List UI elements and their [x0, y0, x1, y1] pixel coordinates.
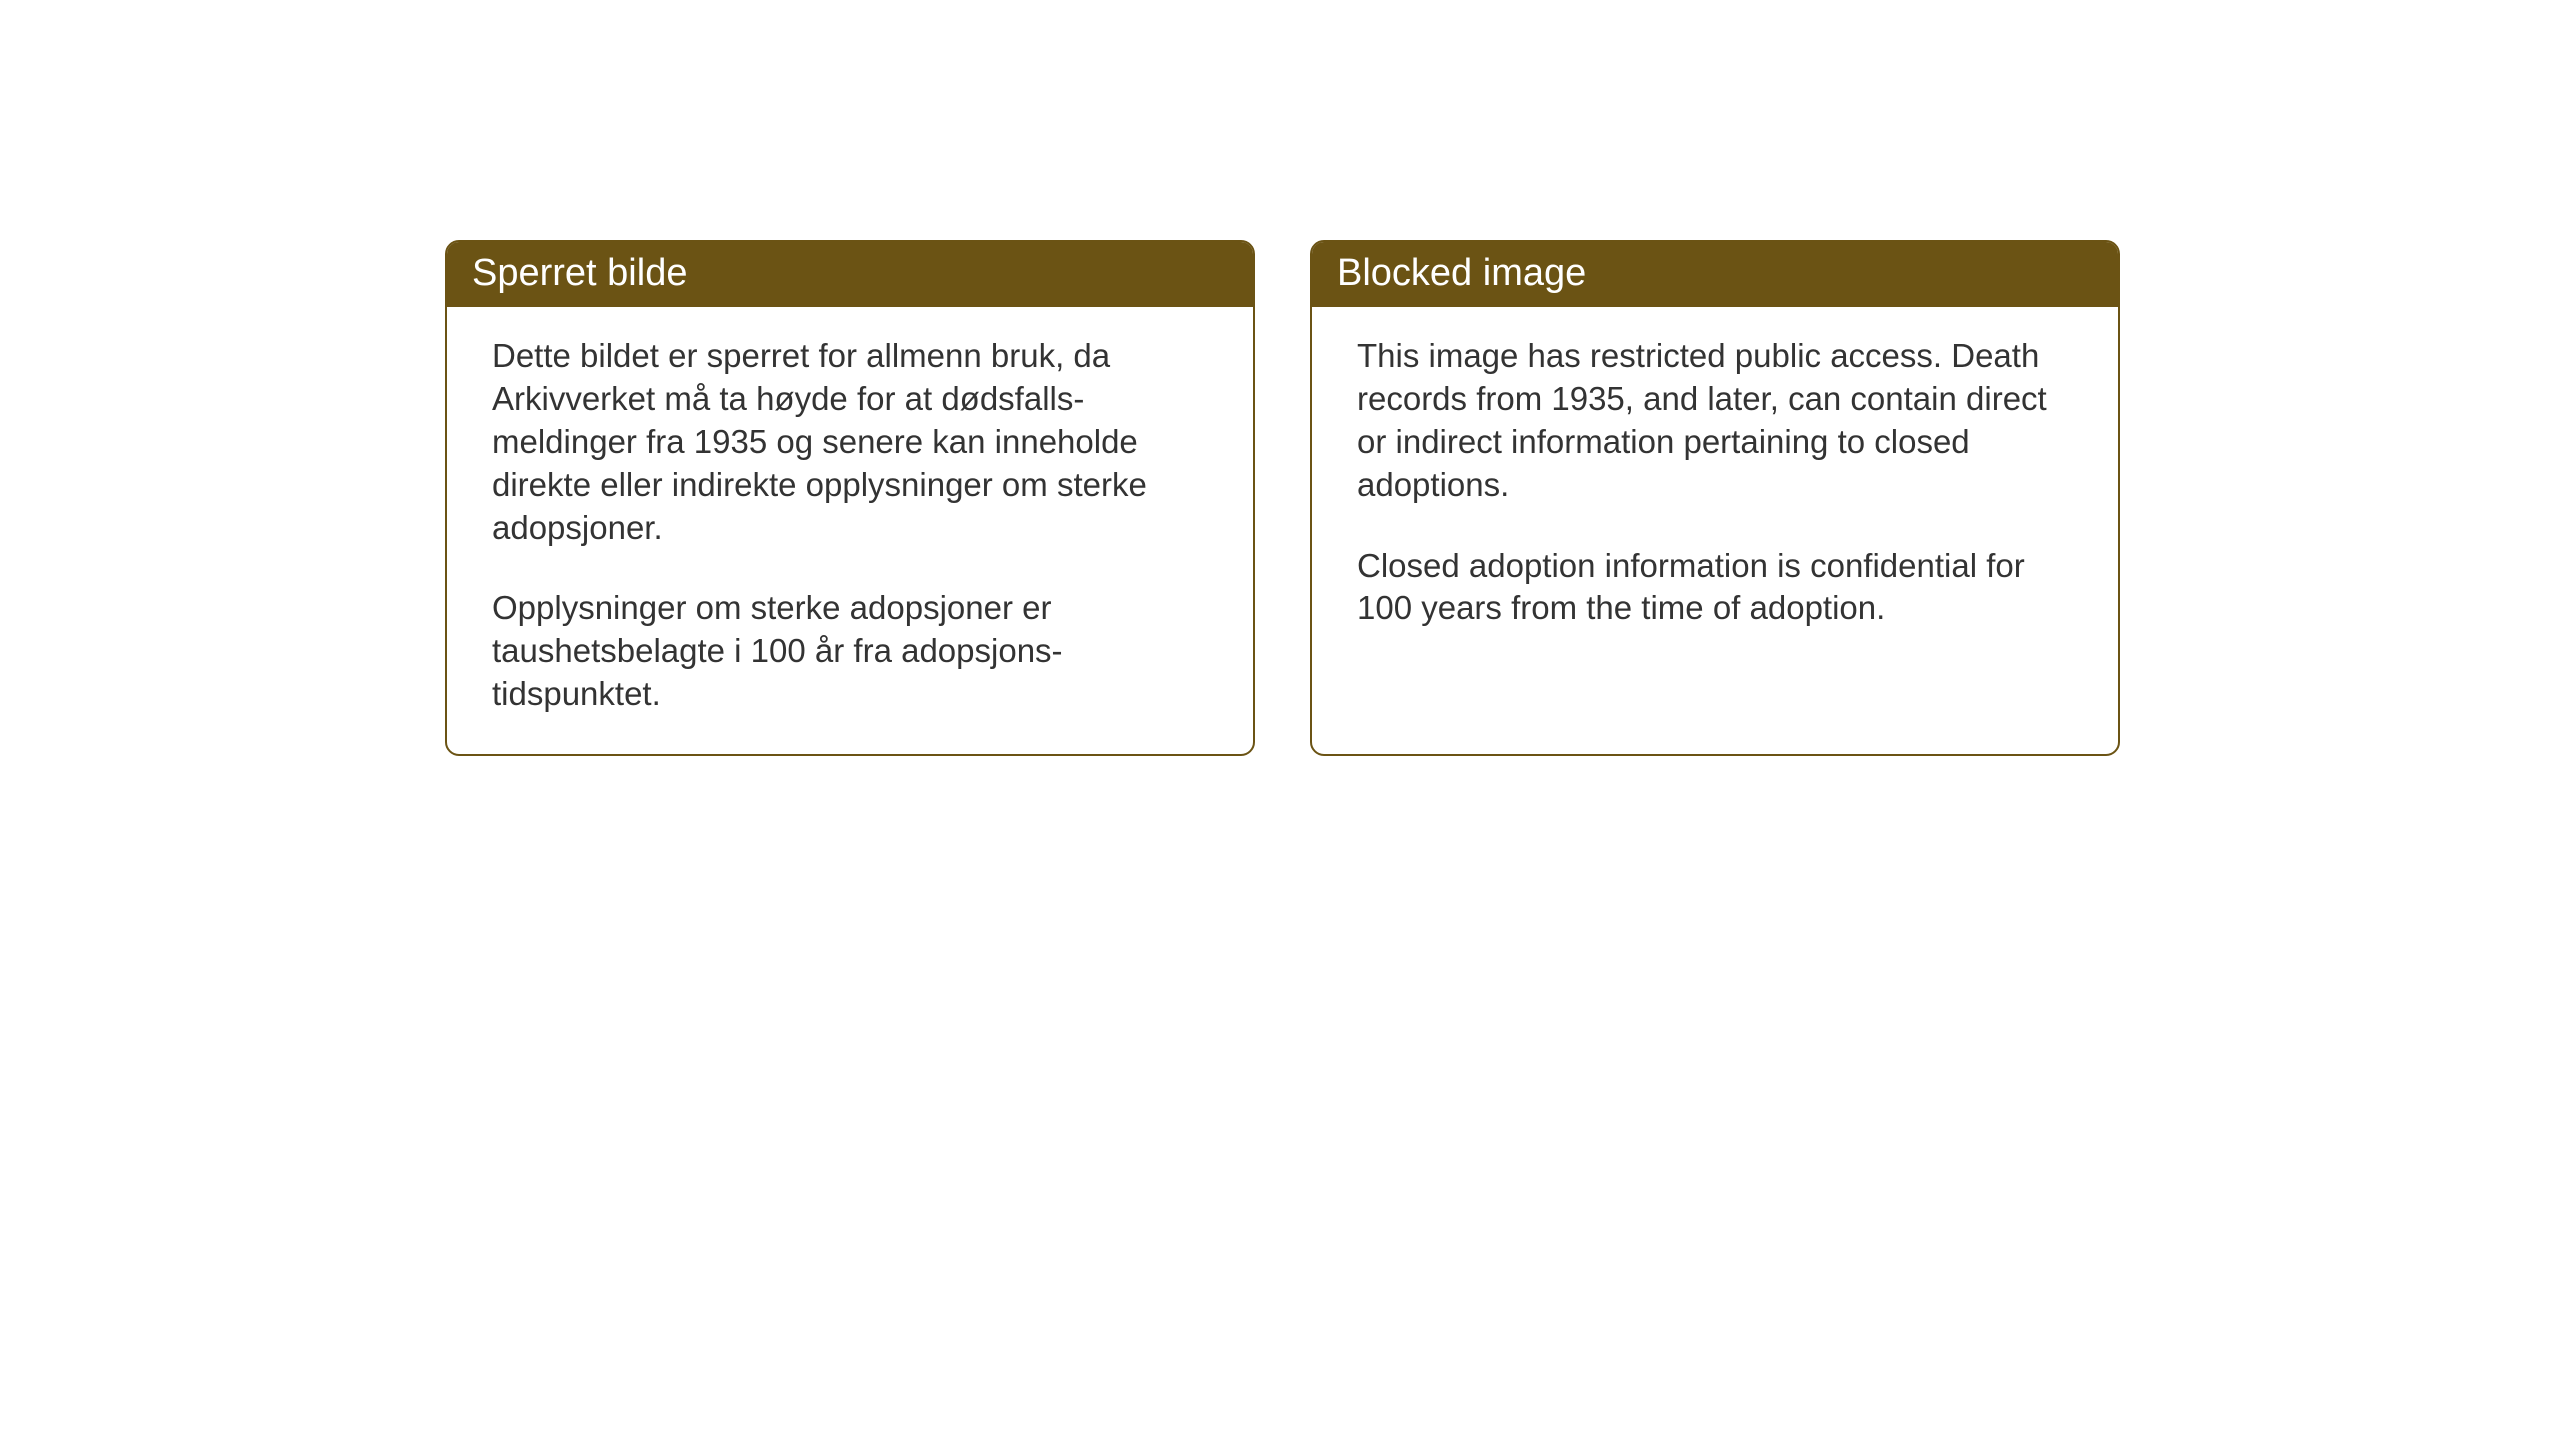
card-body-norwegian: Dette bildet er sperret for allmenn bruk…	[447, 307, 1253, 754]
card-paragraph-norwegian-1: Dette bildet er sperret for allmenn bruk…	[492, 335, 1208, 549]
notice-container: Sperret bilde Dette bildet er sperret fo…	[445, 240, 2120, 756]
card-paragraph-english-1: This image has restricted public access.…	[1357, 335, 2073, 507]
notice-card-norwegian: Sperret bilde Dette bildet er sperret fo…	[445, 240, 1255, 756]
card-body-english: This image has restricted public access.…	[1312, 307, 2118, 668]
card-paragraph-norwegian-2: Opplysninger om sterke adopsjoner er tau…	[492, 587, 1208, 716]
card-paragraph-english-2: Closed adoption information is confident…	[1357, 545, 2073, 631]
notice-card-english: Blocked image This image has restricted …	[1310, 240, 2120, 756]
card-header-english: Blocked image	[1312, 242, 2118, 307]
card-title-english: Blocked image	[1337, 252, 1586, 294]
card-header-norwegian: Sperret bilde	[447, 242, 1253, 307]
card-title-norwegian: Sperret bilde	[472, 252, 687, 294]
